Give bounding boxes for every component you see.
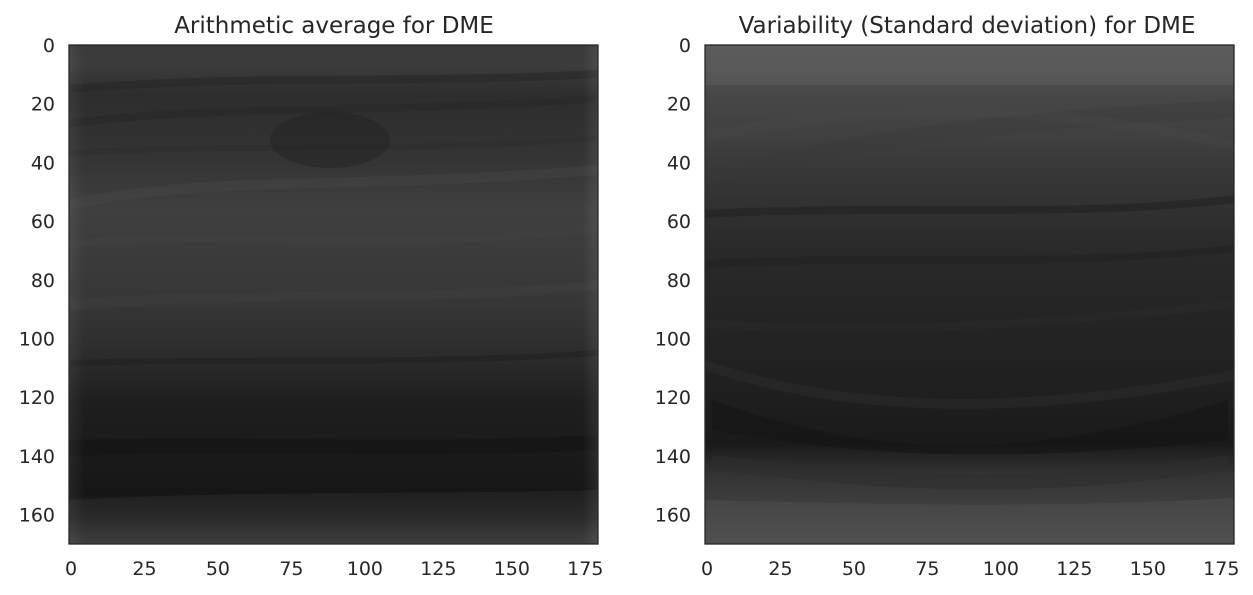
x-tick-labels-left: 0 25 50 75 100 125 150 175 [65,558,603,580]
heatmap-image-arithmetic-average [69,45,598,544]
y-tick-label: 160 [655,505,691,527]
y-tick-label: 0 [679,35,691,57]
chart-title-arithmetic-average: Arithmetic average for DME [174,13,494,39]
x-tick-label: 100 [347,558,383,580]
y-tick-label: 160 [19,505,55,527]
y-tick-label: 120 [655,387,691,409]
x-tick-label: 0 [65,558,77,580]
x-tick-label: 50 [842,558,866,580]
y-tick-label: 60 [31,211,55,233]
y-tick-label: 120 [19,387,55,409]
y-tick-label: 80 [31,270,55,292]
axes-frame-right [704,44,1235,545]
y-tick-label: 20 [667,94,691,116]
y-tick-label: 80 [667,270,691,292]
x-tick-labels-right: 0 25 50 75 100 125 150 175 [701,558,1239,580]
y-tick-label: 100 [655,329,691,351]
x-tick-label: 175 [1203,558,1239,580]
x-tick-label: 25 [768,558,792,580]
x-tick-label: 0 [701,558,713,580]
chart-title-variability: Variability (Standard deviation) for DME [739,13,1196,39]
x-tick-label: 75 [915,558,939,580]
heatmap-image-variability [705,45,1234,544]
x-tick-label: 25 [132,558,156,580]
y-tick-label: 140 [19,446,55,468]
y-tick-label: 20 [31,94,55,116]
axes-arithmetic-average: Arithmetic average for DME 0 25 50 75 100 125… [19,13,604,580]
x-tick-label: 150 [1130,558,1166,580]
y-tick-label: 40 [31,152,55,174]
x-tick-label: 125 [1056,558,1092,580]
y-tick-label: 140 [655,446,691,468]
y-tick-label: 40 [667,152,691,174]
x-tick-label: 75 [279,558,303,580]
x-tick-label: 125 [420,558,456,580]
axes-frame-left [68,44,599,545]
x-tick-label: 50 [206,558,230,580]
y-tick-label: 100 [19,329,55,351]
x-tick-label: 175 [567,558,603,580]
y-tick-labels-right: 0 20 40 60 80 100 120 140 160 [655,35,691,527]
y-tick-labels-left: 0 20 40 60 80 100 120 140 160 [19,35,55,527]
y-tick-label: 0 [43,35,55,57]
y-tick-label: 60 [667,211,691,233]
x-tick-label: 100 [983,558,1019,580]
axes-variability: Variability (Standard deviation) for DME… [655,13,1240,580]
x-tick-label: 150 [494,558,530,580]
